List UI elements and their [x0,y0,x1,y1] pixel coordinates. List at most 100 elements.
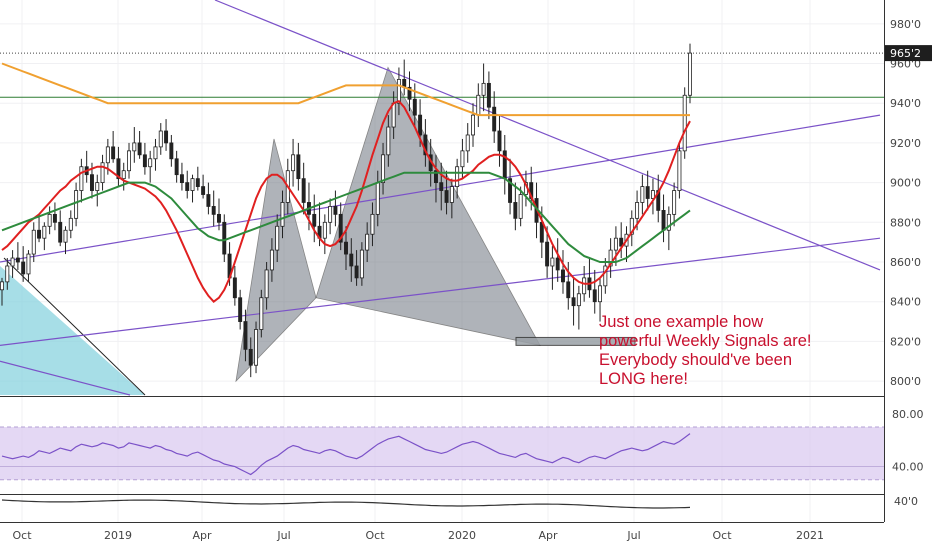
candle-body [37,229,42,239]
candle-body [645,186,650,199]
candle-body [391,102,396,128]
candle-body [592,289,597,303]
candle-body [666,213,671,231]
time-axis-tick: Jul [276,529,290,542]
candle-body [195,178,200,187]
candle-body [153,146,158,160]
candle-body [312,213,317,227]
candle-body [650,190,655,199]
candle-body [275,225,280,251]
candle-body [322,221,327,239]
candle-body [545,241,550,267]
candle-body [105,146,110,164]
candle-body [333,206,338,215]
lower-axis-tick: 40'0 [894,495,918,508]
candle-body [47,213,52,227]
candle-body [137,142,142,156]
candle-body [492,106,497,132]
candle-body [349,253,354,267]
candle-body [58,221,63,243]
candle-body [561,269,565,283]
candle-body [375,182,380,215]
candle-body [576,293,581,307]
candle-body [555,257,560,271]
candle-body [222,221,227,255]
candle-body [603,265,608,287]
time-axis-tick: Apr [538,529,558,542]
candle-body [296,154,301,180]
ma-orange-line [1,62,690,117]
annotation-line-4: LONG here! [599,370,688,388]
candle-body [582,277,587,295]
candle-body [486,82,491,108]
price-axis-tick: 800'0 [890,375,921,388]
annotation-line-2: powerful Weekly Signals are! [599,332,812,350]
pattern-triangle [0,265,145,395]
candle-body [190,178,195,191]
candle-body [502,150,507,180]
time-axis-tick: Oct [365,529,385,542]
price-axis-tick: 840'0 [890,296,921,309]
candle-body [243,321,248,350]
candle-body [269,249,274,271]
candle-body [481,82,486,96]
candle-body [396,78,401,104]
candle-body [418,114,423,136]
candle-body [682,94,687,152]
chart-annotation: Just one example how powerful Weekly Sig… [599,313,899,389]
candle-body [238,297,243,322]
time-axis-tick: Jul [626,529,640,542]
harmonic-pattern-xab [235,138,317,383]
price-axis-tick: 940'0 [890,97,921,110]
candle-body [248,348,253,366]
candle-body [460,150,465,168]
harmonic-pattern-bcd [315,66,541,346]
last-price-badge [885,45,932,62]
candle-body [444,190,449,203]
trendline-descending [214,0,881,271]
candle-body [465,134,470,152]
candle-body [280,202,285,227]
candle-body [677,150,682,191]
price-axis-tick: 820'0 [890,335,921,348]
trendline-lower [0,237,881,346]
candle-body [598,285,603,303]
candle-body [79,166,84,191]
candle-body [164,130,169,144]
candle-body [111,146,116,160]
candle-body [201,186,206,195]
price-axis-tick: 980'0 [890,18,921,31]
candle-body [635,202,640,219]
candle-body [433,170,438,184]
candle-body [132,142,137,152]
lower-indicator-line [1,499,691,509]
candle-body [566,281,571,299]
candle-body [89,174,94,191]
candle-body [359,249,364,279]
candle-body [127,150,131,172]
support-zone-box [515,336,636,346]
candle-body [439,182,444,191]
candle-body [608,249,613,267]
candle-body [206,194,211,207]
candle-body [381,154,386,184]
candle-body [211,206,216,215]
time-axis-tick: 2021 [796,529,824,542]
candle-body [264,269,269,299]
candle-body [169,142,174,160]
candle-body [31,229,36,255]
candle-body [449,186,454,203]
candle-body [116,158,121,180]
candle-body [344,241,348,255]
candle-body [174,158,179,176]
price-axis-tick: 920'0 [890,137,921,150]
candle-body [26,253,31,275]
candle-body [370,213,375,235]
candle-body [52,213,57,223]
candle-body [42,225,47,239]
candle-body [0,281,4,291]
time-axis-tick: Oct [712,529,732,542]
candle-body [550,257,555,267]
candle-body [254,329,259,366]
